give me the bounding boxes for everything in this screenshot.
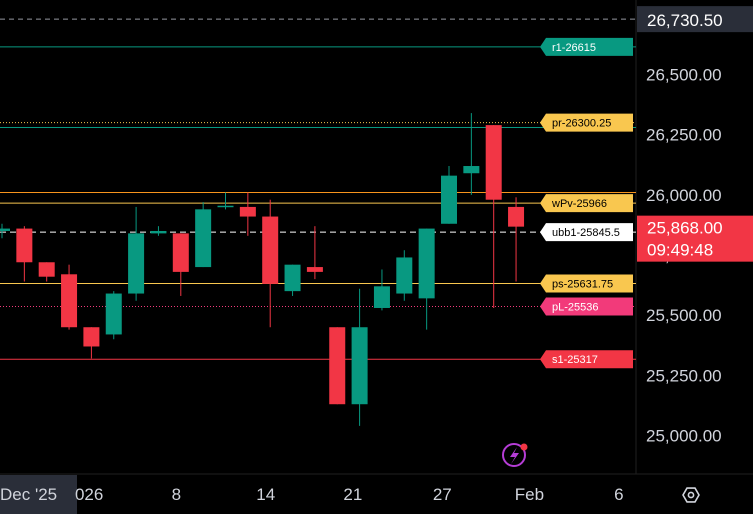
x-tick-label: 14 [256, 485, 275, 504]
candle-body [172, 233, 189, 272]
y-tick-label: 26,000.00 [646, 186, 722, 205]
y-tick-label: 26,250.00 [646, 126, 722, 145]
candle-body [329, 327, 346, 405]
candle [262, 199, 279, 328]
candle-body [396, 257, 413, 294]
candle-body [217, 205, 234, 208]
candle [463, 113, 480, 195]
candle [217, 192, 234, 210]
candle-body [83, 327, 100, 347]
level-label-text: wPv-25966 [551, 198, 607, 210]
candle [38, 262, 55, 282]
candle-body [508, 206, 525, 227]
y-tick-label: 26,500.00 [646, 66, 722, 85]
candle-body [105, 293, 122, 335]
level-label-text: ps-25631.75 [552, 278, 613, 290]
candle [329, 327, 346, 405]
candle-body [463, 166, 480, 174]
crosshair-price-label: 26,730.50 [647, 11, 723, 30]
candle-body [418, 228, 435, 299]
candle-body [128, 233, 145, 294]
level-label-text: pr-26300.25 [552, 118, 611, 130]
time-axis: Dec '25 026 8 14 21 27 Feb 6 [0, 475, 624, 514]
candle [351, 288, 368, 426]
level-label-text: pL-25536 [552, 302, 599, 314]
level-label: pL-25536 [540, 297, 633, 316]
candles [0, 113, 525, 426]
candle-body [284, 264, 301, 292]
candle-body [195, 209, 212, 268]
candle-body [38, 262, 55, 277]
candle [150, 226, 167, 236]
level-label-text: s1-25317 [552, 354, 598, 366]
candle [508, 197, 525, 282]
level-label: s1-25317 [540, 350, 633, 369]
candle-body [485, 125, 502, 200]
candle-body [61, 274, 78, 328]
candle-body [0, 228, 10, 231]
lightning-icon[interactable] [502, 443, 528, 467]
candle-body [306, 267, 323, 272]
candle [16, 226, 33, 282]
candle [239, 192, 256, 236]
y-tick-label: 25,500.00 [646, 306, 722, 325]
candle [306, 226, 323, 280]
x-tick-label: 6 [614, 485, 623, 504]
last-price-label: 25,868.00 [647, 219, 723, 238]
candle [61, 264, 78, 330]
level-label: wPv-25966 [540, 194, 633, 213]
candle-body [351, 327, 368, 405]
candle-body [441, 175, 457, 224]
level-label: ps-25631.75 [540, 274, 633, 293]
candle [83, 327, 100, 359]
candle [418, 228, 435, 330]
y-tick-label: 25,250.00 [646, 366, 722, 385]
candle [128, 206, 145, 301]
candle [441, 166, 457, 224]
candle [195, 202, 212, 268]
candle [172, 233, 189, 296]
last-price-tag [637, 215, 753, 262]
level-label: pr-26300.25 [540, 113, 633, 132]
candle-body [150, 230, 167, 234]
settings-icon[interactable] [682, 487, 700, 503]
level-label: ubb1-25845.5 [540, 223, 633, 242]
candle [485, 125, 502, 308]
level-label: r1-26615 [540, 37, 633, 56]
candle [284, 264, 301, 296]
x-tick-label: 026 [75, 485, 103, 504]
crosshair-price-tag [637, 6, 753, 33]
candle [0, 223, 10, 239]
x-tick-label: Dec '25 [0, 485, 57, 504]
candle [373, 269, 390, 311]
level-lines [0, 18, 636, 360]
x-tick-label: Feb [515, 485, 544, 504]
candle-body [239, 206, 256, 217]
x-tick-label: 21 [343, 485, 362, 504]
candle [396, 250, 413, 301]
countdown-label: 09:49:48 [647, 241, 713, 260]
candle-body [373, 286, 390, 308]
x-tick-label: 8 [172, 485, 181, 504]
price-axis: 25,000.0025,250.0025,500.0025,750.0026,0… [637, 6, 753, 446]
level-label-text: ubb1-25845.5 [552, 227, 620, 239]
candle-body [262, 216, 279, 284]
candle [105, 291, 122, 340]
candle-body [16, 228, 33, 263]
y-tick-label: 25,000.00 [646, 427, 722, 446]
x-tick-label: 27 [433, 485, 452, 504]
level-label-text: r1-26615 [552, 42, 596, 54]
level-labels: r1-26615 pr-26300.25 wPv-25966 ubb1-25845.5… [540, 37, 633, 369]
x-tick-highlight [0, 475, 77, 514]
